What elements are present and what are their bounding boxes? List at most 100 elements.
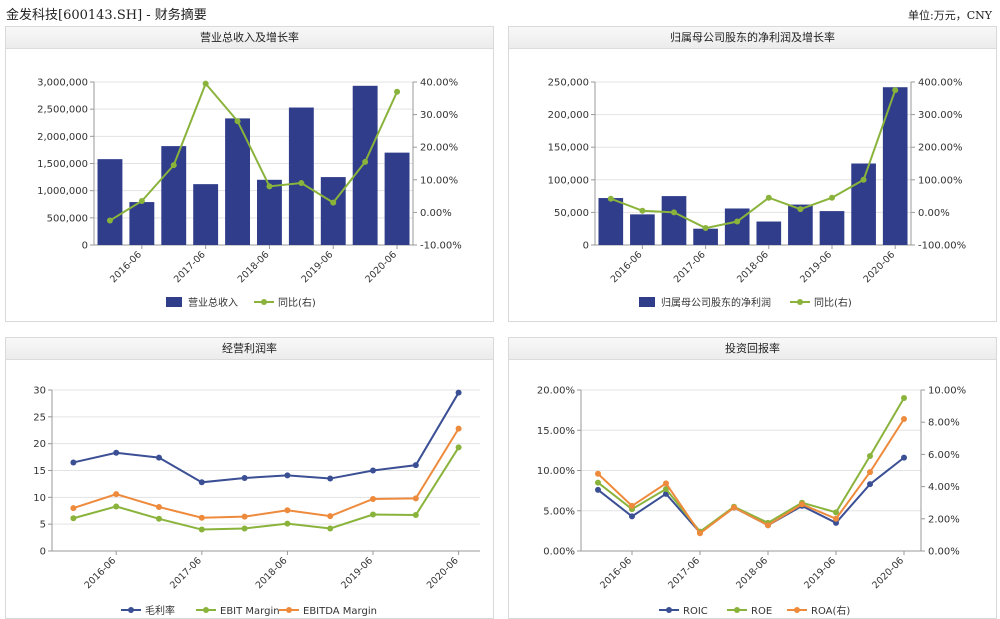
margin-chart-title: 经营利润率: [6, 338, 493, 360]
x-tick-label: 2017-06: [172, 249, 208, 285]
x-tick-label: 2019-06: [802, 555, 838, 591]
data-point: [901, 395, 907, 402]
legend-marker: [261, 299, 267, 305]
y-left-tick-label: 250,000: [548, 78, 589, 89]
series-line: [597, 418, 905, 535]
bar: [257, 179, 282, 245]
x-tick-label: 2018-06: [734, 555, 770, 591]
data-point: [663, 486, 669, 493]
y-right-tick-label: -100.00%: [918, 241, 966, 252]
bar: [661, 196, 687, 245]
y-right-tick-label: -10.00%: [420, 241, 462, 252]
data-point: [860, 176, 867, 183]
y-left-tick-label: 0: [40, 547, 46, 558]
data-point: [370, 511, 376, 518]
legend-marker: [286, 607, 292, 613]
y-right-tick-label: 400.00%: [918, 78, 963, 89]
legend-label: EBITDA Margin: [303, 606, 377, 617]
data-point: [901, 415, 907, 422]
data-point: [799, 501, 805, 508]
y-left-tick-label: 0: [583, 241, 589, 252]
data-point: [156, 454, 162, 461]
bar: [97, 159, 123, 245]
data-point: [702, 225, 709, 232]
bar: [352, 85, 378, 245]
y-right-tick-label: 40.00%: [420, 78, 458, 89]
data-point: [113, 491, 120, 498]
legend-marker: [734, 607, 740, 613]
x-tick-label: 2017-06: [666, 555, 702, 591]
y-left-tick-label: 20: [33, 439, 46, 450]
net-profit-chart: 0 50,000 100,000 150,000 200,000 250,000 -100.…: [548, 78, 966, 310]
data-point: [455, 444, 462, 451]
data-point: [241, 475, 248, 482]
data-point: [70, 459, 77, 466]
bar: [320, 177, 346, 245]
bar: [598, 198, 624, 245]
data-point: [327, 525, 334, 532]
x-tick-label: 2018-06: [735, 249, 771, 285]
bar: [161, 146, 187, 245]
data-point: [697, 530, 703, 537]
y-left-tick-label: 500,000: [47, 213, 88, 224]
data-point: [455, 425, 462, 432]
series-line: [73, 446, 460, 531]
data-point: [170, 162, 177, 169]
legend-label: ROE: [751, 606, 772, 617]
x-tick-label: 2020-06: [870, 555, 906, 591]
x-tick-label: 2016-06: [598, 555, 634, 591]
y-right-tick-label: 0.00%: [918, 208, 950, 219]
y-right-tick-label: 300.00%: [918, 110, 963, 121]
data-point: [867, 481, 873, 488]
data-point: [106, 217, 113, 224]
data-point: [412, 495, 419, 502]
y-right-tick-label: 4.00%: [928, 482, 960, 493]
legend-label: EBIT Margin: [220, 606, 280, 617]
y-left-tick-label: 30: [33, 386, 46, 397]
x-tick-label: 2016-06: [609, 249, 645, 285]
bar: [129, 202, 155, 245]
data-point: [156, 515, 162, 522]
data-point: [284, 520, 291, 527]
returns-chart-title: 投资回报率: [509, 338, 996, 360]
bar: [756, 221, 782, 245]
data-point: [833, 515, 839, 522]
y-right-tick-label: 6.00%: [928, 450, 960, 461]
data-point: [595, 470, 601, 477]
bar: [693, 228, 718, 245]
y-left-tick-label: 50,000: [554, 208, 589, 219]
data-point: [370, 495, 376, 502]
series-line: [73, 428, 460, 519]
data-point: [327, 513, 334, 520]
series-line: [597, 397, 905, 534]
y-left-tick-label: 3,000,000: [37, 78, 88, 89]
margin-chart-panel: 经营利润率 0 5 10 15 20 25 30 2016-06 2017-06 2018-06 2…: [5, 337, 494, 619]
data-point: [797, 206, 804, 213]
legend-label: ROA(右): [811, 604, 850, 617]
y-left-tick-label: 15: [33, 466, 46, 477]
revenue-chart: 0 500,000 1,000,000 1,500,000 2,000,000 2,500…: [37, 78, 462, 310]
y-left-tick-label: 150,000: [548, 143, 589, 154]
revenue-chart-panel: 营业总收入及增长率 0 500,000 1,000,000 1,500,000 2,00…: [5, 26, 494, 322]
legend-marker: [666, 607, 672, 613]
data-point: [70, 515, 77, 522]
data-point: [113, 503, 120, 510]
y-left-tick-label: 15.00%: [537, 426, 575, 437]
bar: [819, 211, 845, 245]
data-point: [901, 454, 907, 461]
y-left-tick-label: 2,500,000: [37, 105, 88, 116]
net-profit-chart-title: 归属母公司股东的净利润及增长率: [509, 27, 996, 49]
bar: [630, 214, 655, 245]
y-left-tick-label: 1,500,000: [37, 159, 88, 170]
data-point: [833, 509, 839, 516]
legend-label: 同比(右): [814, 296, 852, 309]
data-point: [394, 88, 401, 95]
data-point: [156, 503, 162, 510]
legend-marker: [128, 607, 134, 613]
x-tick-label: 2016-06: [108, 249, 144, 285]
y-left-tick-label: 5.00%: [543, 506, 575, 517]
y-left-tick-label: 2,000,000: [37, 132, 88, 143]
series-line: [610, 89, 897, 230]
y-left-tick-label: 100,000: [548, 175, 589, 186]
data-point: [765, 522, 771, 529]
